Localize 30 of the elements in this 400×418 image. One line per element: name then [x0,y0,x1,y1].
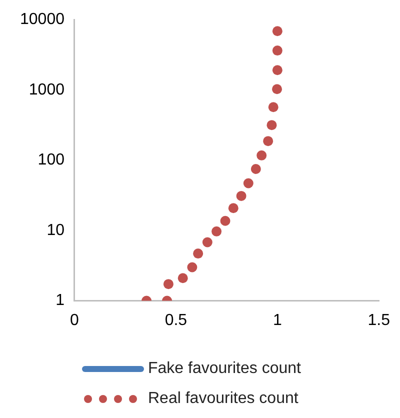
x-tick-label: 0.5 [164,312,188,329]
y-tick-label: 10 [46,222,65,239]
point [272,26,282,36]
y-tick-label: 10000 [20,11,65,28]
y-tick-label: 1000 [28,81,65,98]
point [212,226,222,236]
x-tick-label: 0 [70,312,80,329]
x-tick-label: 1 [272,312,282,329]
point [236,190,246,201]
point [266,120,277,130]
x-tick-label: 1.5 [368,312,390,329]
point [250,164,261,174]
point [163,279,174,290]
point [272,84,282,94]
point [272,65,282,76]
point [272,46,282,56]
legend-label: Real favourites count [148,390,298,408]
point [202,237,212,248]
point [193,248,204,259]
point [268,102,278,112]
legend-label: Fake favourites count [148,360,301,378]
point [243,178,254,188]
point [187,262,198,272]
y-tick-label: 1 [56,292,65,310]
point [263,136,274,146]
point [178,273,188,284]
y-tick-label: 100 [38,152,65,169]
point [220,216,230,226]
point [256,150,267,160]
point [228,203,238,214]
